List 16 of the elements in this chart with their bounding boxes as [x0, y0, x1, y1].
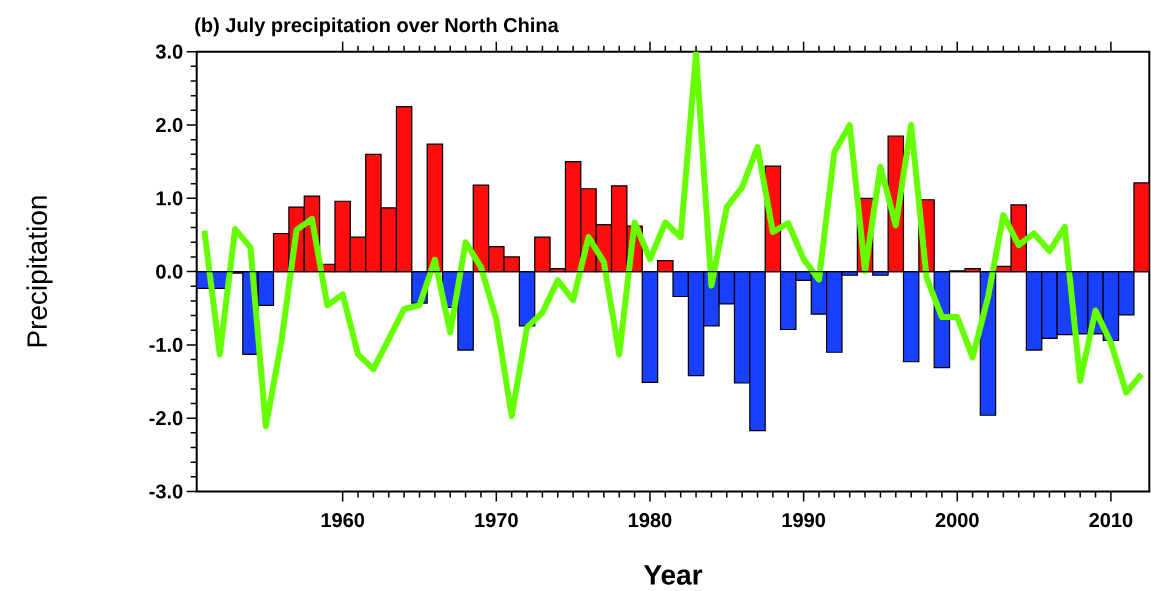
- y-tick-label: -2.0: [149, 411, 183, 426]
- x-tick-label: 1990: [782, 513, 826, 528]
- y-tick-label: 1.0: [156, 191, 183, 206]
- x-tick-label: 1980: [628, 513, 672, 528]
- y-tick-label: -1.0: [149, 337, 183, 352]
- x-tick-label: 2010: [1089, 513, 1133, 528]
- x-axis-title: Year: [643, 565, 703, 585]
- x-tick-label: 1970: [475, 513, 518, 528]
- y-tick-label: 0.0: [156, 264, 183, 279]
- x-tick-label: 1960: [321, 513, 365, 528]
- x-tick-label: 2000: [935, 513, 979, 528]
- y-tick-label: -3.0: [149, 484, 183, 499]
- y-axis-title: Precipitation: [26, 196, 53, 347]
- y-tick-label: 2.0: [156, 117, 183, 133]
- y-tick-label: 3.0: [155, 44, 183, 59]
- chart-title: (b) July precipitation over North China: [195, 17, 559, 37]
